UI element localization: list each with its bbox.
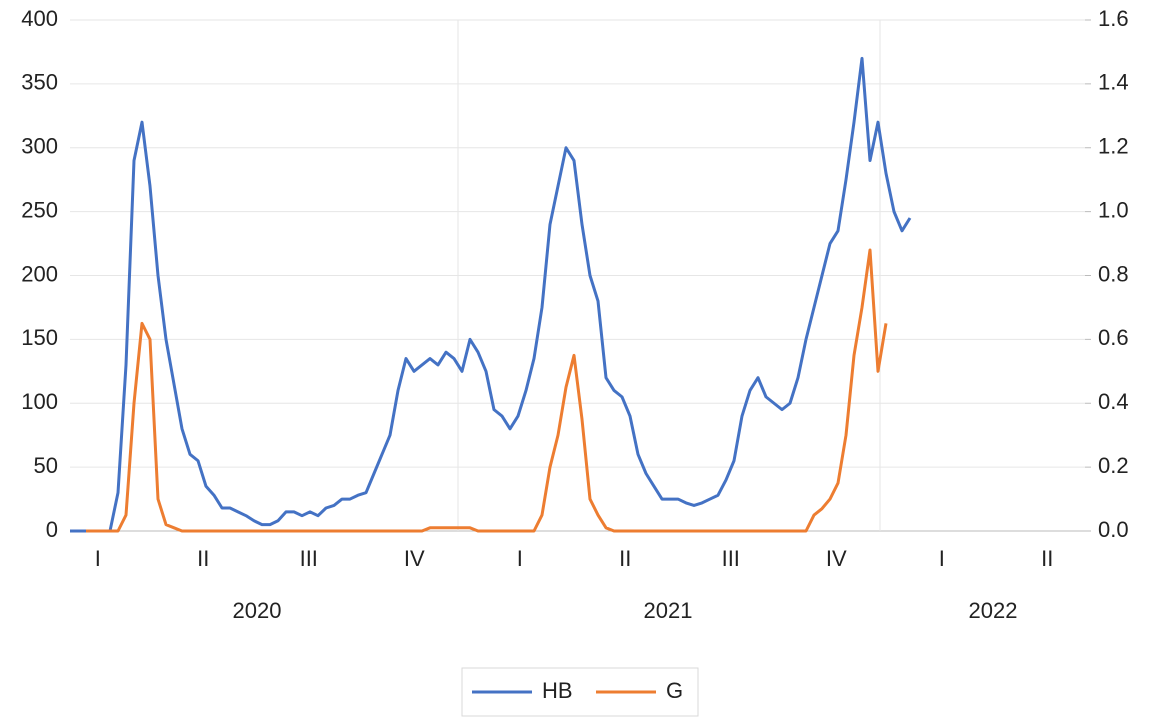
y2-tick-label: 0.2 <box>1098 453 1129 478</box>
y2-tick-label: 0.8 <box>1098 261 1129 286</box>
year-label: 2022 <box>969 598 1018 623</box>
y2-tick-label: 0.4 <box>1098 389 1129 414</box>
y-tick-label: 0 <box>46 517 58 542</box>
legend-label: HB <box>542 678 573 703</box>
series-line <box>70 56 912 533</box>
y-tick-label: 400 <box>21 6 58 31</box>
x-tick-label: II <box>197 546 209 571</box>
y2-tick-label: 1.0 <box>1098 197 1129 222</box>
y2-tick-label: 1.4 <box>1098 70 1129 95</box>
legend-label: G <box>666 678 683 703</box>
y-tick-label: 300 <box>21 134 58 159</box>
x-tick-label: III <box>722 546 740 571</box>
x-tick-label: I <box>95 546 101 571</box>
x-tick-label: IV <box>404 546 425 571</box>
y-tick-label: 200 <box>21 261 58 286</box>
x-tick-label: II <box>619 546 631 571</box>
x-tick-label: I <box>939 546 945 571</box>
series-line <box>86 248 888 533</box>
y2-tick-label: 0.0 <box>1098 517 1129 542</box>
y2-tick-label: 0.6 <box>1098 325 1129 350</box>
x-tick-label: I <box>517 546 523 571</box>
x-tick-label: IV <box>826 546 847 571</box>
y-tick-label: 250 <box>21 197 58 222</box>
x-tick-label: II <box>1041 546 1053 571</box>
y2-tick-label: 1.6 <box>1098 6 1129 31</box>
y-tick-label: 100 <box>21 389 58 414</box>
year-label: 2021 <box>644 598 693 623</box>
y-tick-label: 150 <box>21 325 58 350</box>
y2-tick-label: 1.2 <box>1098 134 1129 159</box>
y-tick-label: 350 <box>21 70 58 95</box>
x-tick-label: III <box>300 546 318 571</box>
year-label: 2020 <box>233 598 282 623</box>
y-tick-label: 50 <box>34 453 58 478</box>
